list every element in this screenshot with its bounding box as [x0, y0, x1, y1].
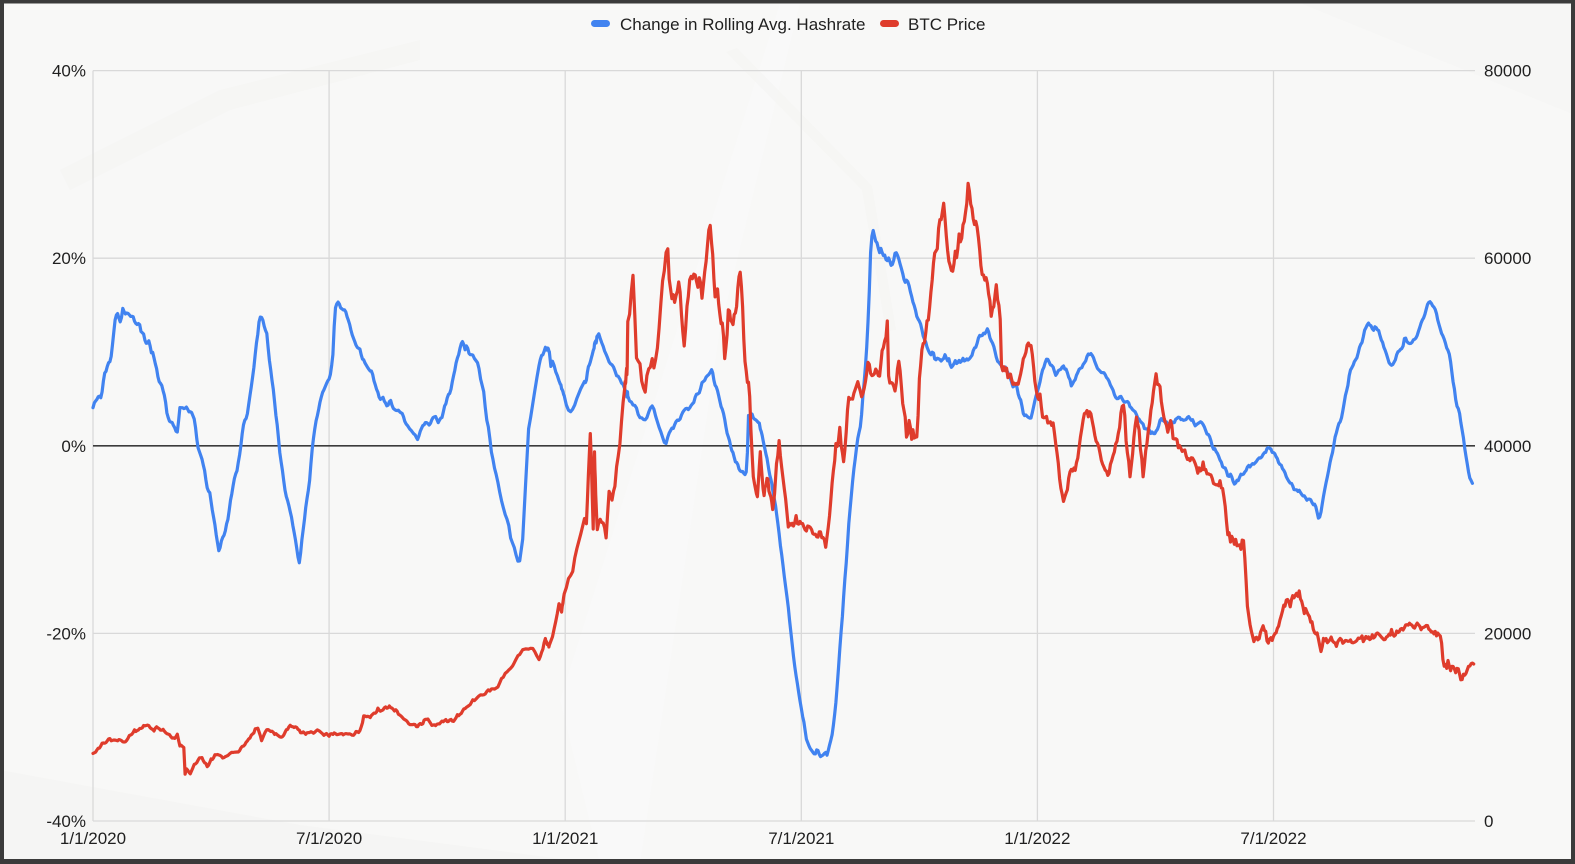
- svg-text:1/1/2021: 1/1/2021: [532, 829, 598, 848]
- svg-text:60000: 60000: [1484, 249, 1531, 268]
- svg-text:20000: 20000: [1484, 624, 1531, 643]
- svg-text:7/1/2022: 7/1/2022: [1240, 829, 1306, 848]
- svg-text:80000: 80000: [1484, 62, 1531, 81]
- svg-text:-40%: -40%: [46, 812, 86, 831]
- svg-text:40%: 40%: [52, 62, 86, 81]
- svg-text:40000: 40000: [1484, 437, 1531, 456]
- svg-text:7/1/2020: 7/1/2020: [296, 829, 362, 848]
- svg-text:0%: 0%: [61, 437, 86, 456]
- svg-text:-20%: -20%: [46, 624, 86, 643]
- svg-text:BTC Price: BTC Price: [908, 15, 985, 34]
- svg-text:20%: 20%: [52, 249, 86, 268]
- svg-text:1/1/2022: 1/1/2022: [1004, 829, 1070, 848]
- svg-text:Change in Rolling Avg. Hashrat: Change in Rolling Avg. Hashrate: [620, 15, 865, 34]
- svg-text:0: 0: [1484, 812, 1493, 831]
- svg-text:7/1/2021: 7/1/2021: [768, 829, 834, 848]
- svg-text:1/1/2020: 1/1/2020: [60, 829, 126, 848]
